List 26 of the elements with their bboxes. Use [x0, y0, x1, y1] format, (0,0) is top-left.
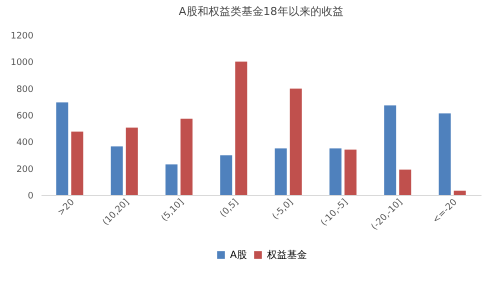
bar	[384, 105, 396, 195]
bar	[220, 155, 232, 195]
chart-title: A股和权益类基金18年以来的收益	[178, 5, 344, 18]
y-tick-label: 800	[16, 84, 34, 95]
bar	[454, 190, 466, 195]
bar	[329, 148, 342, 195]
y-tick-label: 1000	[10, 58, 34, 68]
bar	[126, 128, 138, 195]
legend-label: 权益基金	[266, 249, 307, 261]
bar	[180, 118, 193, 195]
bar	[165, 164, 178, 195]
y-tick-label: 0	[28, 192, 34, 202]
bar	[110, 146, 123, 195]
y-tick-label: 200	[16, 164, 34, 175]
legend-label: A股	[230, 250, 247, 261]
bar	[235, 62, 248, 195]
bar	[274, 148, 287, 195]
y-tick-label: 1200	[10, 32, 34, 42]
bar	[71, 132, 84, 195]
bar	[56, 102, 68, 195]
y-tick-label: 600	[16, 112, 34, 122]
bar	[290, 88, 302, 195]
bar	[438, 113, 451, 195]
bar	[344, 150, 357, 195]
y-tick-label: 400	[16, 138, 34, 148]
bar	[399, 170, 412, 195]
